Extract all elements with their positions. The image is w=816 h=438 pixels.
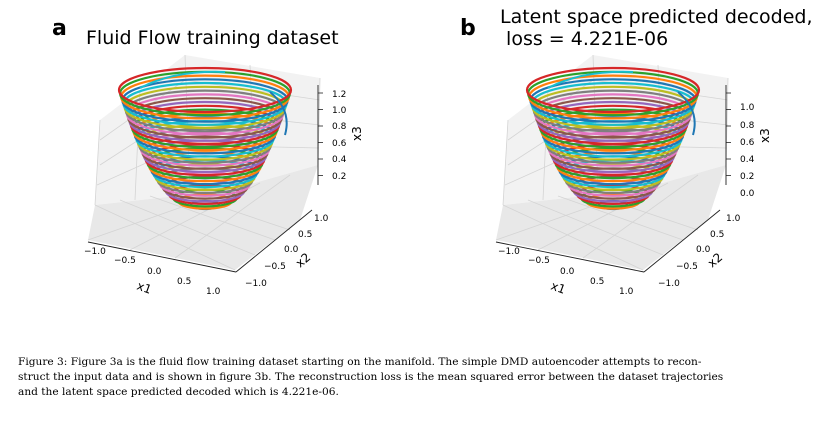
trajectory-ring (117, 66, 293, 114)
trajectory-arc (547, 70, 634, 89)
z-tick-labels: 1.2 1.0 0.8 0.6 0.4 0.2 (332, 90, 347, 182)
trajectory-arc (139, 70, 226, 89)
y-tick-labels: 1.0 0.5 0.0 −0.5 −1.0 (245, 214, 329, 289)
trajectory-rings (525, 66, 701, 211)
y-tick-label: 0.0 (696, 245, 711, 255)
grid-line (557, 195, 684, 241)
x-tick-label: −1.0 (84, 247, 106, 257)
x-tick-labels: −1.0 −0.5 0.0 0.5 1.0 (498, 247, 634, 297)
z-tick-label: 1.2 (332, 90, 346, 100)
x-tick-label: −1.0 (498, 247, 520, 257)
x-axis-label: x1 (135, 279, 154, 297)
grid-line (502, 119, 509, 206)
z-tick-label: 0.8 (740, 121, 755, 131)
3d-plot: 1.0 0.8 0.6 0.4 0.2 0.0 x3 −1.0 −0.5 0.0… (495, 54, 772, 297)
z-tick-label: 0.6 (740, 138, 755, 148)
x-axis-line (87, 241, 237, 273)
z-tick-label: 0.2 (332, 172, 346, 182)
x-axis-line (495, 241, 645, 273)
caption-line: and the latent space predicted decoded w… (18, 386, 339, 398)
grid-line (527, 199, 664, 256)
z-tick-label: 1.0 (332, 106, 347, 116)
panel-letter: b (460, 16, 476, 41)
panel-title: Fluid Flow training dataset (86, 27, 339, 49)
x-tick-label: 0.0 (560, 267, 575, 277)
y-tick-label: −1.0 (245, 279, 267, 289)
y-axis-line (235, 209, 313, 273)
x-tick-label: 0.0 (147, 267, 162, 277)
floor-pane (88, 165, 318, 270)
z-tick-label: 0.8 (332, 122, 347, 132)
trajectory-arc (677, 91, 696, 136)
figure-panel-a: a Fluid Flow training dataset 1.2 1.0 0.… (0, 0, 408, 300)
z-tick-label: 0.4 (740, 155, 755, 165)
z-tick-label: 0.0 (740, 189, 755, 199)
y-tick-label: −0.5 (264, 262, 286, 272)
3d-plot: 1.2 1.0 0.8 0.6 0.4 0.2 x3 −1.0 −0.5 0.0… (84, 54, 364, 297)
y-tick-labels: 1.0 0.5 0.0 −0.5 −1.0 (658, 214, 741, 289)
y-tick-label: 0.5 (298, 230, 312, 240)
x-tick-label: 0.5 (177, 277, 191, 287)
trajectory-rings (117, 66, 293, 211)
grid-line (119, 199, 256, 256)
panel-letter: a (52, 16, 67, 41)
z-tick-labels: 1.0 0.8 0.6 0.4 0.2 0.0 (740, 103, 755, 199)
x-tick-labels: −1.0 −0.5 0.0 0.5 1.0 (84, 247, 221, 297)
y-tick-label: −0.5 (676, 262, 698, 272)
z-tick-label: 0.4 (332, 155, 347, 165)
grid-line (149, 195, 276, 241)
y-tick-label: 0.5 (710, 230, 724, 240)
caption-line: Figure 3: Figure 3a is the fluid flow tr… (18, 356, 702, 368)
grid-line (94, 119, 101, 206)
x-tick-label: −0.5 (114, 256, 136, 266)
x-tick-label: 0.5 (590, 277, 604, 287)
y-axis-line (643, 209, 721, 273)
y-tick-label: 1.0 (726, 214, 741, 224)
figure-panel-b: b Latent space predicted decoded, loss =… (408, 0, 816, 300)
caption-line: struct the input data and is shown in fi… (18, 371, 724, 383)
grid-line (174, 174, 291, 259)
y-tick-label: 0.0 (284, 245, 299, 255)
trajectory-ring (525, 66, 701, 114)
grid-line (582, 174, 699, 259)
floor-pane (496, 165, 726, 270)
z-axis-label: x3 (758, 128, 772, 143)
trajectory-arc (269, 91, 288, 136)
panel-title-line-2: loss = 4.221E-06 (500, 28, 669, 50)
grid-line (94, 204, 236, 271)
y-tick-label: 1.0 (314, 214, 329, 224)
grid-line (502, 204, 644, 271)
x-tick-label: 1.0 (206, 287, 221, 297)
y-tick-label: −1.0 (658, 279, 680, 289)
z-tick-label: 0.6 (332, 139, 347, 149)
figure-caption: Figure 3: Figure 3a is the fluid flow tr… (18, 355, 798, 400)
panel-title-line-1: Latent space predicted decoded, (500, 6, 813, 28)
z-tick-label: 0.2 (740, 172, 754, 182)
z-axis-label: x3 (350, 126, 364, 141)
x-tick-label: −0.5 (528, 256, 550, 266)
x-axis-label: x1 (549, 279, 568, 297)
z-tick-label: 1.0 (740, 103, 755, 113)
x-tick-label: 1.0 (619, 287, 634, 297)
